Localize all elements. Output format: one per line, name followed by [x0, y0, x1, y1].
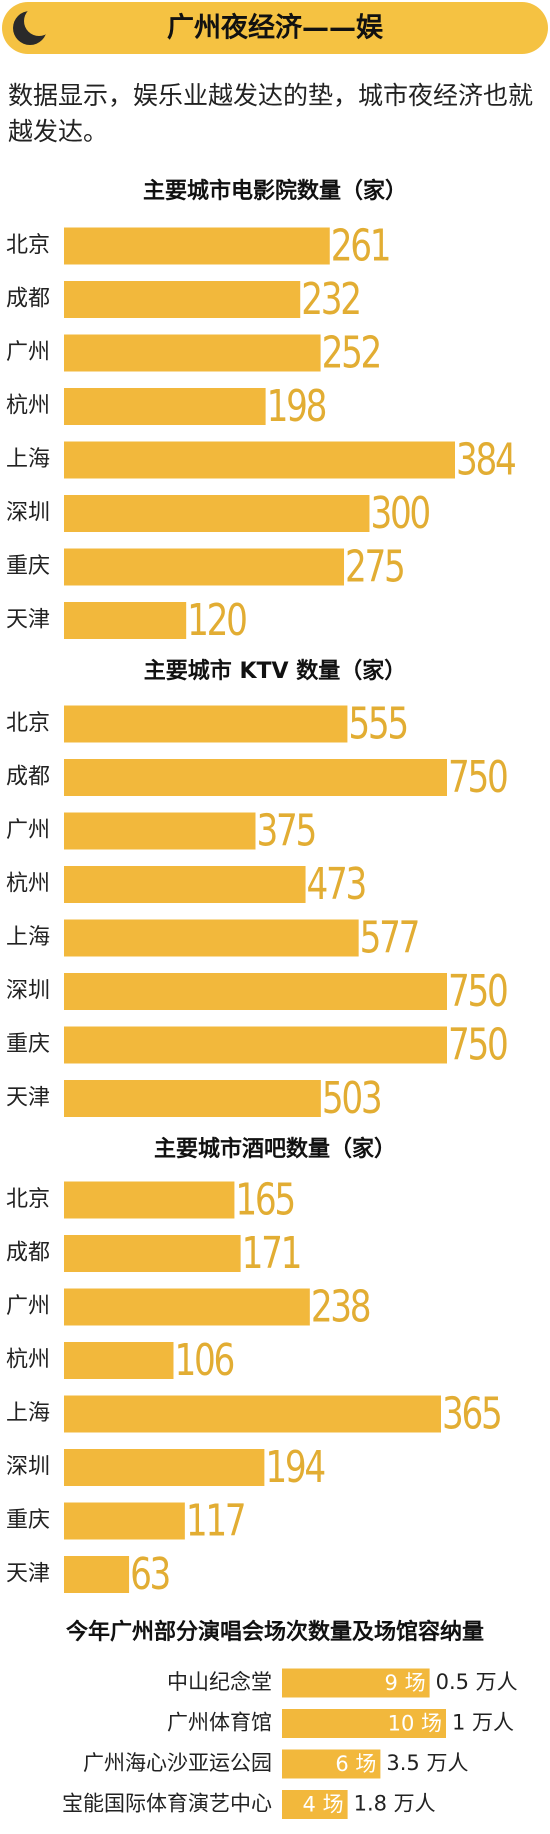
bar	[64, 1449, 265, 1486]
category-label: 上海	[6, 447, 50, 472]
category-label: 成都	[6, 765, 50, 790]
chart-title: 主要城市酒吧数量（家）	[154, 1136, 396, 1162]
category-label: 广州体育馆	[167, 1711, 272, 1735]
value-label: 261	[331, 221, 389, 272]
category-label: 上海	[6, 1401, 50, 1426]
bar	[64, 1026, 447, 1064]
category-label: 成都	[6, 1241, 50, 1266]
moon-cut	[24, 6, 54, 36]
value-label: 6 场	[335, 1752, 376, 1776]
category-label: 广州	[6, 1294, 50, 1319]
category-label: 广州	[6, 818, 50, 843]
category-label: 北京	[6, 233, 50, 258]
bar	[64, 1395, 441, 1433]
value-label: 9 场	[385, 1671, 426, 1695]
category-label: 北京	[6, 1187, 50, 1212]
bar	[64, 1235, 241, 1272]
bar	[64, 973, 447, 1010]
value-label: 473	[307, 859, 365, 910]
category-label: 宝能国际体育演艺中心	[62, 1792, 272, 1816]
category-label: 杭州	[6, 394, 50, 419]
capacity-label: 3.5 万人	[386, 1751, 468, 1775]
category-label: 杭州	[6, 872, 50, 897]
value-label: 555	[348, 699, 406, 750]
value-label: 300	[370, 488, 429, 539]
chart-title: 今年广州部分演唱会场次数量及场馆容纳量	[66, 1619, 484, 1645]
bar	[64, 705, 348, 743]
bar	[64, 1288, 310, 1326]
value-label: 63	[130, 1549, 169, 1600]
category-label: 上海	[6, 925, 50, 950]
value-label: 106	[174, 1335, 233, 1386]
capacity-label: 1.8 万人	[354, 1792, 436, 1816]
category-label: 天津	[6, 1086, 50, 1111]
value-label: 384	[456, 435, 515, 486]
category-label: 天津	[6, 1562, 50, 1587]
value-label: 171	[242, 1228, 300, 1279]
category-label: 天津	[6, 608, 50, 633]
chart-title: 主要城市电影院数量（家）	[143, 178, 407, 204]
value-label: 117	[186, 1496, 244, 1547]
bar	[282, 1709, 446, 1738]
value-label: 275	[345, 542, 403, 593]
category-label: 重庆	[6, 554, 50, 579]
bar	[64, 812, 256, 850]
bar	[64, 1080, 321, 1117]
value-label: 365	[442, 1389, 500, 1440]
category-label: 北京	[6, 711, 50, 736]
bar	[64, 388, 266, 425]
value-label: 198	[267, 381, 326, 432]
category-label: 深圳	[6, 501, 50, 526]
header-title: 广州夜经济——娱	[167, 12, 384, 44]
value-label: 232	[301, 274, 359, 325]
category-label: 杭州	[6, 1348, 50, 1373]
bar	[64, 334, 321, 372]
category-label: 成都	[6, 287, 50, 312]
header-bar	[2, 2, 548, 54]
value-label: 375	[256, 806, 314, 857]
bar	[64, 548, 345, 586]
bar	[64, 602, 187, 639]
capacity-label: 1 万人	[452, 1711, 514, 1735]
value-label: 165	[235, 1175, 293, 1226]
category-label: 中山纪念堂	[167, 1670, 272, 1694]
value-label: 10 场	[388, 1712, 442, 1736]
value-label: 252	[322, 328, 380, 379]
category-label: 重庆	[6, 1508, 50, 1533]
value-label: 750	[448, 1020, 507, 1071]
bar	[64, 1342, 174, 1379]
bar	[64, 281, 301, 318]
bar	[282, 1790, 348, 1819]
bar	[64, 866, 306, 903]
bar	[282, 1668, 430, 1698]
category-label: 广州海心沙亚运公园	[83, 1751, 272, 1775]
bar	[282, 1749, 381, 1779]
value-label: 238	[311, 1282, 370, 1333]
capacity-label: 0.5 万人	[436, 1670, 518, 1694]
value-label: 120	[187, 595, 246, 646]
bar	[64, 495, 370, 532]
value-label: 194	[265, 1442, 324, 1493]
category-label: 深圳	[6, 979, 50, 1004]
bar	[64, 919, 359, 957]
value-label: 750	[448, 752, 507, 803]
bar	[64, 1556, 130, 1593]
value-label: 750	[448, 966, 507, 1017]
category-label: 广州	[6, 340, 50, 365]
chart-title: 主要城市 KTV 数量（家）	[144, 658, 406, 684]
bar	[64, 441, 455, 479]
bar	[64, 1502, 185, 1540]
category-label: 重庆	[6, 1032, 50, 1057]
category-label: 深圳	[6, 1455, 50, 1480]
value-label: 4 场	[303, 1793, 344, 1817]
value-label: 503	[322, 1073, 380, 1124]
bar	[64, 1181, 235, 1219]
value-label: 577	[360, 913, 418, 964]
intro-text: 数据显示，娱乐业越发达的垫，城市夜经济也就越发达。	[8, 81, 534, 146]
bar	[64, 227, 330, 265]
bar	[64, 759, 447, 796]
